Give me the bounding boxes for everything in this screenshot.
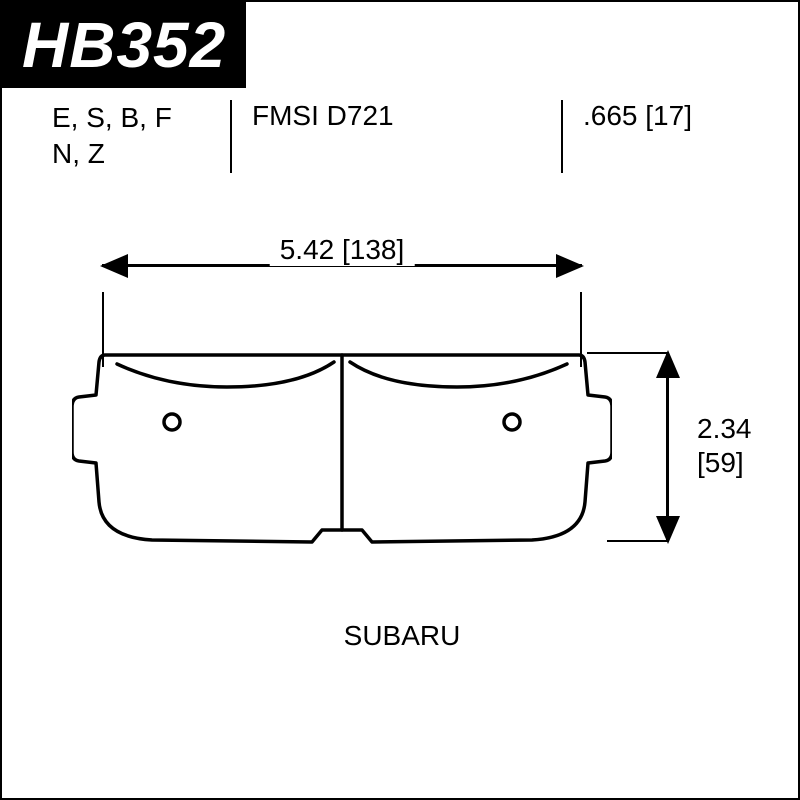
width-in: 5.42 — [280, 234, 335, 265]
spec-sheet: HB352 E, S, B, F N, Z FMSI D721 .665 [17… — [0, 0, 800, 800]
compound-codes-line1: E, S, B, F — [52, 100, 210, 136]
width-dimension: 5.42 [138] — [102, 242, 582, 292]
compound-codes-cell: E, S, B, F N, Z — [52, 100, 232, 173]
fmsi-cell: FMSI D721 — [232, 100, 563, 173]
brake-pad-outline — [72, 352, 612, 552]
height-dimension: 2.34 [59] — [642, 352, 772, 542]
arrow-right-icon — [556, 254, 584, 278]
compound-codes-line2: N, Z — [52, 136, 210, 172]
width-dimension-label: 5.42 [138] — [270, 234, 415, 266]
diagram-area: 5.42 [138] — [2, 232, 800, 712]
height-in: 2.34 — [697, 412, 752, 446]
brand-label: SUBARU — [344, 620, 461, 652]
height-dimension-label: 2.34 [59] — [697, 412, 752, 479]
width-mm: [138] — [342, 234, 404, 265]
thickness-cell: .665 [17] — [563, 100, 763, 173]
height-mm: [59] — [697, 446, 752, 480]
height-dim-line — [666, 352, 669, 542]
part-number-title: HB352 — [2, 2, 246, 88]
thickness-mm: [17] — [645, 100, 692, 131]
info-row: E, S, B, F N, Z FMSI D721 .665 [17] — [2, 88, 798, 189]
thickness-in: .665 — [583, 100, 638, 131]
arrow-down-icon — [656, 516, 680, 544]
